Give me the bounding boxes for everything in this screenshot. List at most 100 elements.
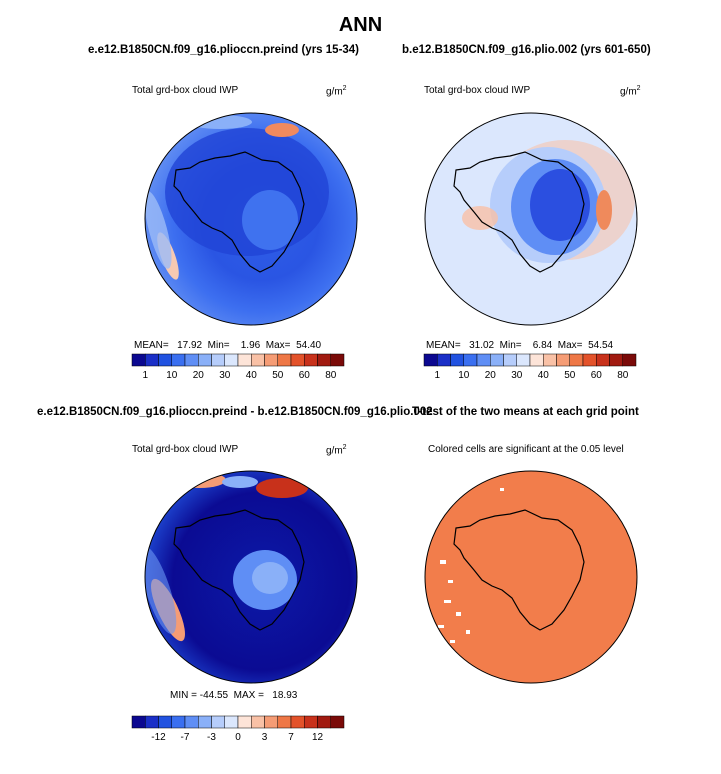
panel2-colorbar-swatch: [569, 353, 584, 367]
panel3-colorbar-tick-label: -7: [181, 732, 190, 743]
panel3-case-title: e.e12.B1850CN.f09_g16.plioccn.preind - b…: [37, 406, 433, 418]
panel2-stats: MEAN= 31.02 Min= 6.84 Max= 54.54: [426, 340, 614, 351]
panel1-units: g/m2: [326, 85, 347, 98]
panel2-colorbar-swatch: [490, 353, 504, 367]
panel2-colorbar-tick-label: 30: [511, 370, 523, 381]
panel2-colorbar-swatch: [582, 353, 597, 367]
panel3-colorbar-swatch: [211, 715, 225, 729]
panel3-colorbar-swatch: [131, 715, 146, 729]
panel1-variable: Total grd-box cloud IWP: [132, 85, 239, 96]
panel1-outline: [144, 112, 358, 326]
panel3-stats: MIN = -44.55 MAX = 18.93: [170, 690, 298, 701]
panel3-colorbar-swatch: [317, 715, 331, 729]
panel3-antarctica-coast: [173, 509, 305, 631]
panel1-colorbar-swatch: [317, 353, 331, 367]
panel1-colorbar-swatch: [184, 353, 199, 367]
panel1-colorbar-swatch: [264, 353, 278, 367]
panel2-colorbar-swatch: [596, 353, 610, 367]
panel1-colorbar-swatch: [290, 353, 305, 367]
panel3-colorbar-swatch: [237, 715, 252, 729]
panel1-colorbar-tick-label: 40: [246, 370, 258, 381]
panel3-colorbar-swatch: [171, 715, 186, 729]
panel1-map: [145, 113, 357, 325]
panel3-colorbar-swatch: [277, 715, 292, 729]
panel4-antarctica-coast: [453, 509, 585, 631]
panel1-colorbar-tick-label: 20: [193, 370, 205, 381]
panel2-colorbar: 1 10 20 30 40 50 60 80: [423, 353, 637, 381]
panel2-colorbar-swatch: [423, 353, 438, 367]
panel3-colorbar-tick-label: -12: [151, 732, 166, 743]
panel1-antarctica-coast: [173, 151, 305, 273]
panel1-stats: MEAN= 17.92 Min= 1.96 Max= 54.40: [134, 340, 322, 351]
panel2-colorbar-tick-label: 50: [564, 370, 576, 381]
panel2-colorbar-tick-label: 40: [538, 370, 550, 381]
panel2-colorbar-swatch: [556, 353, 570, 367]
panel1-colorbar-swatch: [330, 353, 345, 367]
panel4-map: [425, 471, 637, 683]
panel1-colorbar-swatch: [198, 353, 212, 367]
panel2-outline: [424, 112, 638, 326]
panel2-colorbar-tick-label: 10: [458, 370, 470, 381]
panel2-colorbar-swatch: [476, 353, 491, 367]
panel1-colorbar-swatch: [237, 353, 252, 367]
panel2-colorbar-tick-label: 1: [434, 370, 440, 381]
panel4-case-title: T-test of the two means at each grid poi…: [412, 406, 639, 418]
panel2-units: g/m2: [620, 85, 641, 98]
panel2-colorbar-swatch: [516, 353, 531, 367]
panel2-case-title: b.e12.B1850CN.f09_g16.plio.002 (yrs 601-…: [402, 44, 651, 56]
panel2-colorbar-swatch: [529, 353, 544, 367]
map-outlines: [144, 112, 638, 684]
panel1-colorbar-tick-label: 80: [325, 370, 337, 381]
panel2-colorbar-swatch: [437, 353, 451, 367]
panel1-colorbar-swatch: [224, 353, 239, 367]
panel3-colorbar-swatch: [224, 715, 239, 729]
panel3-outline: [144, 470, 358, 684]
panel3-colorbar-swatch: [184, 715, 199, 729]
panel1-colorbar-tick-label: 1: [142, 370, 148, 381]
panel3-colorbar-tick-label: 7: [288, 732, 294, 743]
panel3-colorbar-swatch: [264, 715, 278, 729]
panel3-colorbar-swatch: [251, 715, 265, 729]
coastlines: [173, 151, 585, 631]
panel1-colorbar-tick-label: 30: [219, 370, 231, 381]
panel1-colorbar-tick-label: 60: [299, 370, 311, 381]
panel1-colorbar-swatch: [171, 353, 186, 367]
panel1-colorbar-swatch: [277, 353, 292, 367]
panel4-subtitle: Colored cells are significant at the 0.0…: [428, 444, 624, 455]
panel2-colorbar-swatch: [622, 353, 637, 367]
panel1-colorbar-swatch: [251, 353, 265, 367]
panel1-colorbar-swatch: [131, 353, 146, 367]
panel1-colorbar-swatch: [158, 353, 172, 367]
panel3-variable: Total grd-box cloud IWP: [132, 444, 239, 455]
panel1-colorbar: 1 10 20 30 40 50 60 80: [131, 353, 345, 381]
panel3-colorbar-swatch: [198, 715, 212, 729]
panel2-colorbar-swatch: [543, 353, 557, 367]
panel4-outline: [424, 470, 638, 684]
figure-title: ANN: [338, 14, 383, 36]
panel3-colorbar-tick-label: 3: [262, 732, 268, 743]
panel3-colorbar-swatch: [158, 715, 172, 729]
panel3-units: g/m2: [326, 444, 347, 457]
panel2-antarctica-coast: [453, 151, 585, 273]
panel2-colorbar-swatch: [609, 353, 623, 367]
panel2-colorbar-swatch: [450, 353, 464, 367]
panel1-case-title: e.e12.B1850CN.f09_g16.plioccn.preind (yr…: [88, 44, 360, 56]
panel3-colorbar-swatch: [290, 715, 305, 729]
panel3-colorbar-swatch: [304, 715, 318, 729]
panel3-colorbar-swatch: [145, 715, 159, 729]
panel2-colorbar-tick-label: 60: [591, 370, 603, 381]
panel3-colorbar-tick-label: -3: [207, 732, 216, 743]
panel2-colorbar-swatch: [463, 353, 478, 367]
panel3-map: [145, 471, 357, 683]
panel1-colorbar-tick-label: 50: [272, 370, 284, 381]
panel1-colorbar-swatch: [304, 353, 318, 367]
panel2-colorbar-tick-label: 20: [485, 370, 497, 381]
panel2-colorbar-tick-label: 80: [617, 370, 629, 381]
panel3-colorbar-tick-label: 12: [312, 732, 324, 743]
panel2-variable: Total grd-box cloud IWP: [424, 85, 531, 96]
panel2-colorbar-swatch: [503, 353, 517, 367]
panel2-map: [425, 113, 637, 325]
panel1-colorbar-swatch: [145, 353, 159, 367]
panel3-colorbar-tick-label: 0: [235, 732, 241, 743]
